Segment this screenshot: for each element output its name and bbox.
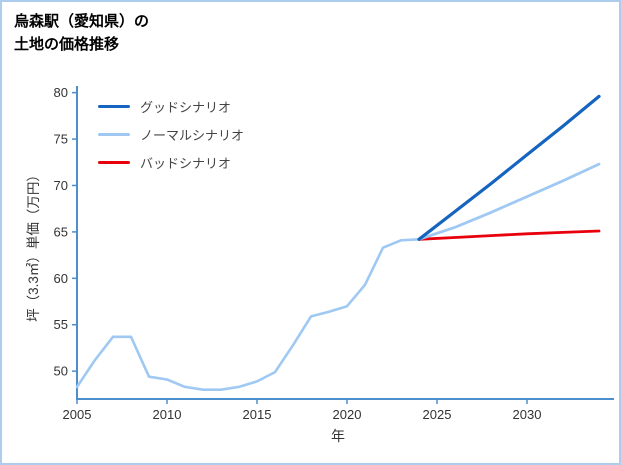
x-tick-label: 2025 xyxy=(423,407,452,422)
y-tick-label: 70 xyxy=(54,178,68,193)
x-tick-label: 2010 xyxy=(153,407,182,422)
legend-label-normal: ノーマルシナリオ xyxy=(140,127,245,143)
legend-label-good: グッドシナリオ xyxy=(140,99,232,115)
x-tick-label: 2015 xyxy=(243,407,272,422)
y-tick-label: 50 xyxy=(54,364,68,379)
chart-title-line2: 土地の価格推移 xyxy=(14,36,120,54)
legend-item-normal: ノーマルシナリオ xyxy=(98,120,244,148)
legend-item-bad: バッドシナリオ xyxy=(98,148,244,176)
chart-title-line1: 烏森駅（愛知県）の xyxy=(14,13,150,30)
y-tick-label: 65 xyxy=(54,224,68,239)
series-bad xyxy=(417,229,601,241)
x-tick-label: 2020 xyxy=(333,407,362,422)
y-tick-label: 80 xyxy=(54,85,68,100)
x-tick-label: 2030 xyxy=(513,407,542,422)
series-good xyxy=(417,94,601,241)
x-tick-label: 2005 xyxy=(63,407,92,422)
legend-line-good-icon xyxy=(98,104,130,108)
y-axis-label: 坪（3.3㎡）単価（万円） xyxy=(26,168,41,322)
legend-line-bad-icon xyxy=(98,160,130,164)
x-axis-label: 年 xyxy=(331,428,345,444)
legend: グッドシナリオ ノーマルシナリオ バッドシナリオ xyxy=(98,92,244,176)
y-tick-label: 60 xyxy=(54,271,68,286)
legend-item-good: グッドシナリオ xyxy=(98,92,244,120)
chart-title: 烏森駅（愛知県）の 土地の価格推移 xyxy=(14,10,149,57)
series-normal xyxy=(417,162,601,241)
legend-label-bad: バッドシナリオ xyxy=(140,155,232,171)
legend-line-normal-icon xyxy=(98,132,130,136)
y-tick-label: 55 xyxy=(54,317,68,332)
series-history xyxy=(75,238,421,392)
y-tick-label: 75 xyxy=(54,132,68,147)
